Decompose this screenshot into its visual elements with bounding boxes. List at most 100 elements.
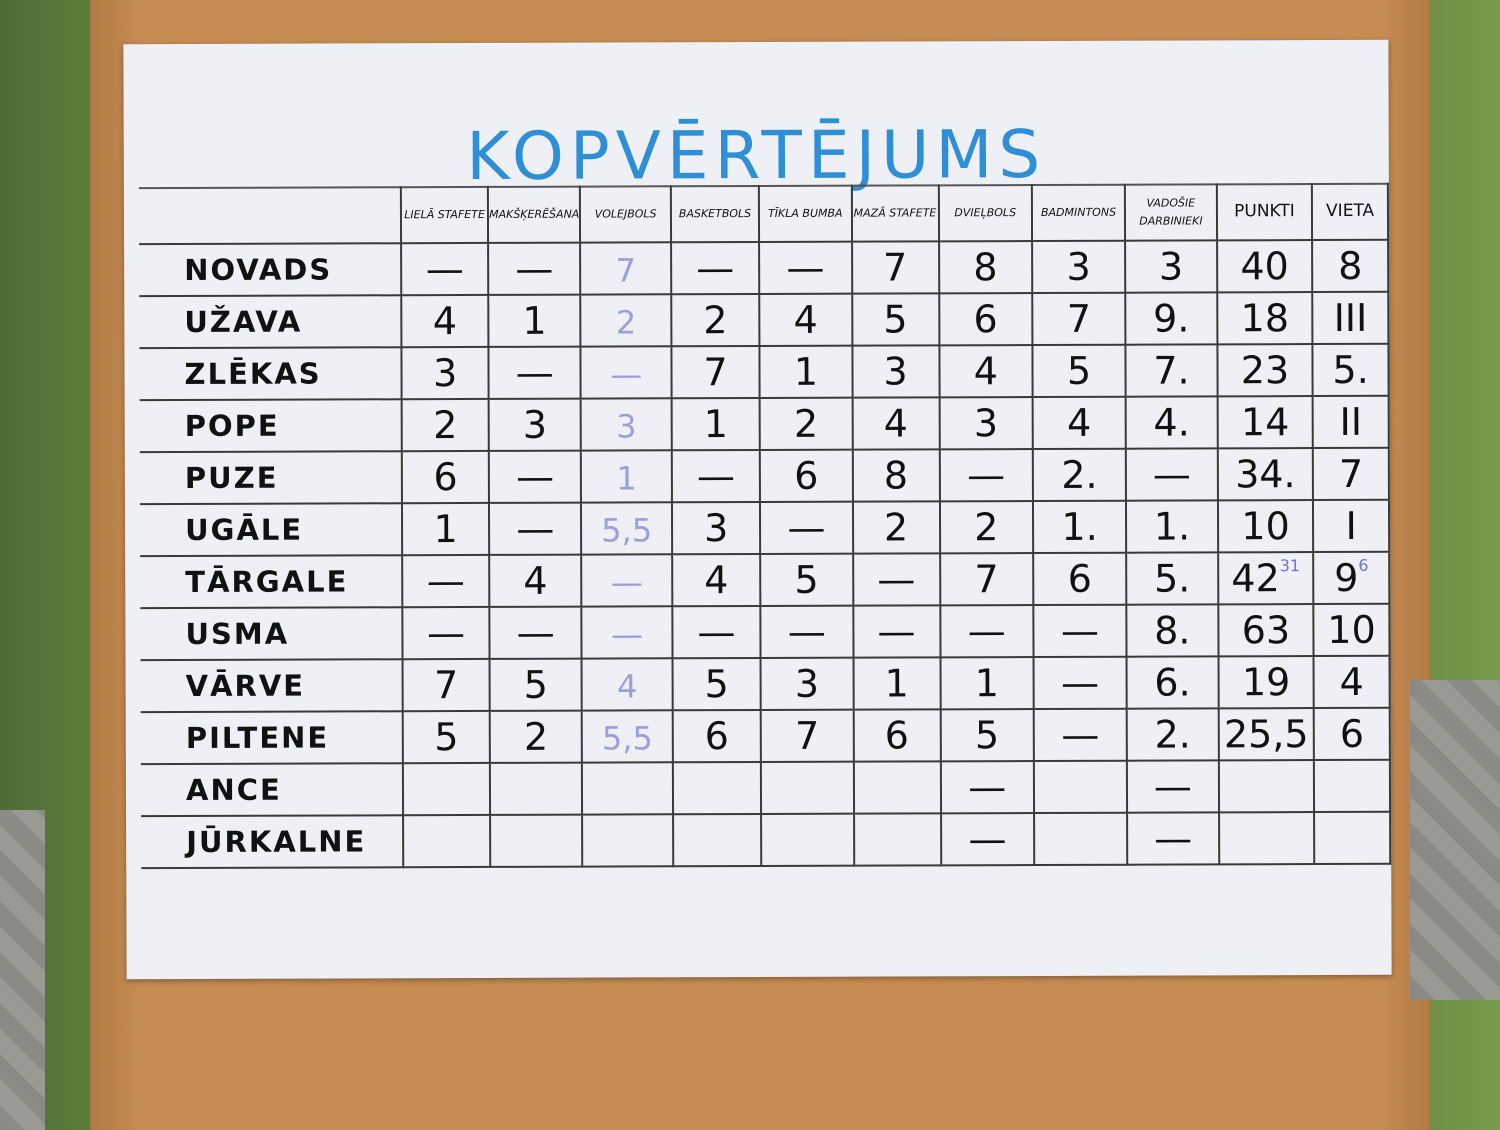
score-cell: 9. [1125,292,1218,345]
score-value: 63 [1241,608,1291,653]
score-value: 6 [973,297,998,342]
score-cell [853,813,941,866]
score-cell: 3 [939,397,1033,450]
table-row: ANCE — — [140,759,1391,817]
score-cell [489,762,583,815]
score-value: 1 [433,507,458,552]
score-value: 3 [703,506,729,551]
score-value: 2 [523,714,549,759]
score-cell: 6 [853,709,941,762]
score-cell [672,761,762,815]
score-value: — [696,454,736,499]
score-value: 3 [432,351,458,396]
score-value: 8 [973,245,998,290]
score-cell [1033,760,1128,814]
table-row: UŽAVA 4 1 2 2 4 5 6 7 9. 18 III [139,291,1389,349]
score-cell: — [1125,448,1218,501]
table-row: ZLĒKAS 3 — — 7 1 3 4 5 7. 23 5. [139,343,1389,401]
score-value: 7 [703,350,728,395]
score-cell: 1 [488,294,581,347]
score-cell: — [852,553,940,606]
score-cell: 4 [489,554,582,607]
score-cell: 4 [938,345,1033,398]
score-cell: 7 [939,553,1034,606]
score-cell: 4 [1313,655,1390,709]
column-header: VADOŠIE DARBINIEKI [1124,184,1217,241]
score-value: 4 [523,558,548,603]
score-value: 2 [615,303,637,342]
score-cell: 5 [1032,344,1126,398]
score-value: 1 [703,402,728,447]
score-value: — [696,246,735,291]
score-value: 5,5 [601,719,653,758]
column-header [138,187,402,245]
score-cell: 2 [489,710,583,763]
score-value: — [611,615,644,654]
score-cell: 40 [1216,240,1313,293]
score-value: — [515,350,554,395]
score-value: 5 [794,557,819,602]
score-cell: — [488,242,581,295]
column-header: BASKETBOLS [670,185,760,243]
score-value: 6 [704,714,730,759]
table-row: POPE 2 3 3 1 2 4 3 4 4. 14 II [139,395,1389,453]
score-value: 3 [1066,244,1091,289]
score-cell [1314,811,1391,865]
score-value: 2 [433,403,458,448]
score-cell: 14 [1217,396,1314,449]
score-value: 6 [433,455,458,500]
score-cell: 4 [672,553,761,607]
score-cell: — [402,554,490,608]
score-value: 6 [1067,556,1092,601]
score-value: — [516,610,555,655]
column-header: TĪKLA BUMBA [759,185,852,242]
score-value: 5 [883,297,908,342]
column-header: MAKŠĶERĒŠANA [487,186,581,243]
column-header: MAZĀ STAFETE [851,185,939,242]
score-cell: 2 [759,397,853,450]
score-value: 7 [615,251,637,290]
score-value: — [1152,452,1191,497]
score-value: — [1153,816,1193,861]
score-value: 4 [704,558,729,603]
score-value: — [515,246,554,291]
score-cell: 3 [671,501,761,555]
column-header: LIELĀ STAFETE [400,186,489,244]
score-cell: 8. [1126,604,1219,657]
score-cell: — [1033,604,1127,658]
score-value: 9 [1334,555,1359,600]
table-row: NOVADS — — 7 — — 7 8 3 3 40 8 [139,239,1389,297]
score-value: 1 [974,661,1000,706]
score-cell: 23 [1217,344,1313,397]
score-value: 1 [793,349,819,394]
score-value: 3 [794,661,820,706]
score-cell: — [940,761,1035,814]
region-name: JŪRKALNE [141,815,404,869]
score-cell: — [489,606,582,659]
score-cell: 1 [853,657,941,710]
table-row: PILTENE 5 2 5,5 6 7 6 5—2. 25,5 6 [140,707,1390,765]
score-cell [1314,759,1391,813]
score-cell: 2 [401,398,489,452]
score-value: 40 [1240,244,1289,289]
score-cell: 5,5 [582,710,673,763]
score-value: 5. [1153,556,1191,601]
score-value: 5 [434,715,459,760]
score-cell: — [760,605,854,658]
score-cell [673,813,762,867]
score-cell: 2 [580,294,672,347]
score-value: 3 [1158,244,1184,289]
score-value: 4 [973,349,998,394]
score-cell: 2 [671,293,760,347]
score-cell: 7 [851,241,939,294]
score-value: 6 [1339,711,1365,756]
score-value: 5 [1066,348,1092,393]
score-cell: 5 [489,658,583,711]
score-value: 14 [1240,400,1290,445]
score-cell: — [489,502,582,555]
score-cell [582,762,674,815]
score-cell: 3 [1125,240,1217,293]
pavement [0,810,45,1130]
score-value: 2. [1061,452,1098,497]
score-value: — [516,506,555,551]
